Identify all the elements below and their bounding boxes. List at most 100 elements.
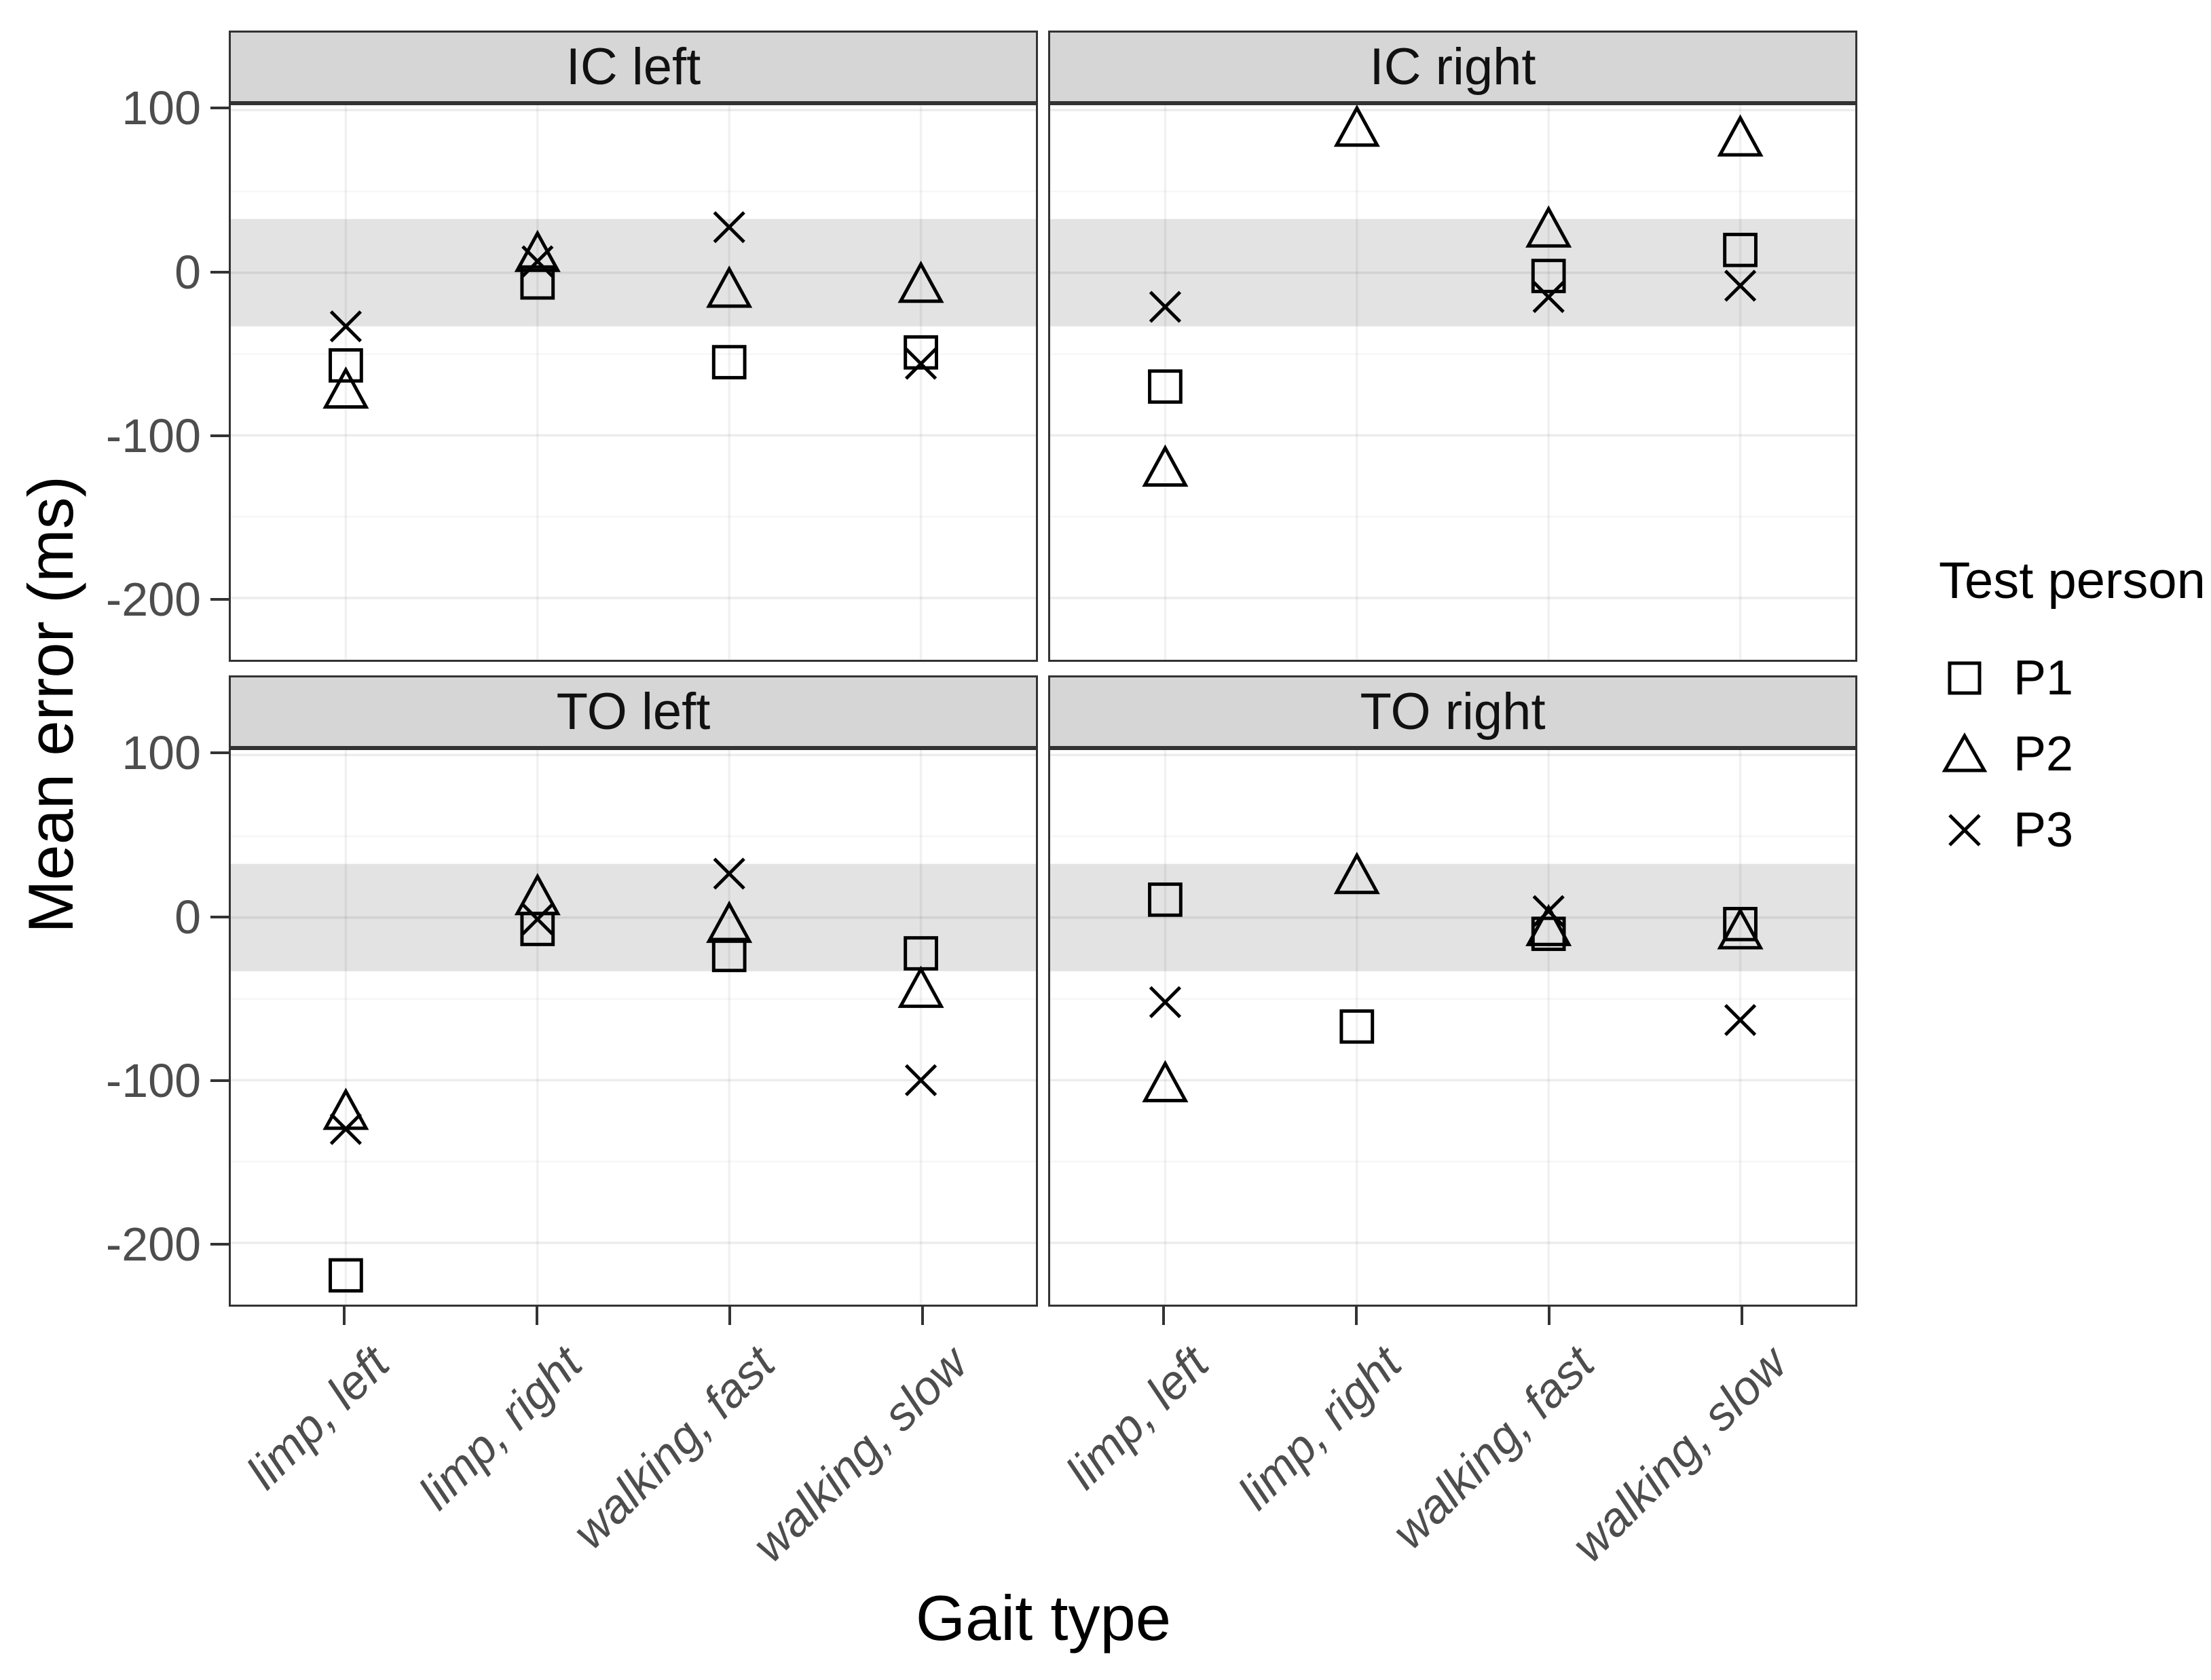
facet-strip-ic-left: IC left xyxy=(229,31,1038,103)
data-point-triangle xyxy=(706,900,753,944)
facet-strip-label: TO left xyxy=(556,683,711,741)
x-tick-mark xyxy=(728,1307,731,1325)
facet-strip-ic-right: IC right xyxy=(1048,31,1857,103)
y-tick-mark xyxy=(210,1079,229,1082)
data-point-cross xyxy=(521,903,554,935)
data-point-triangle xyxy=(322,366,369,409)
legend-title: Test person xyxy=(1939,552,2206,610)
data-point-cross xyxy=(521,245,554,278)
legend-entry-label: P2 xyxy=(2013,727,2074,781)
x-tick-label: limp, left xyxy=(236,1336,400,1499)
x-tick-mark xyxy=(536,1307,539,1325)
y-tick-label: 0 xyxy=(174,245,201,299)
data-point-triangle xyxy=(1142,444,1189,487)
data-point-triangle xyxy=(706,265,753,308)
x-tick-label: limp, left xyxy=(1056,1336,1219,1499)
x-tick-mark xyxy=(921,1307,924,1325)
y-tick-mark xyxy=(210,598,229,601)
y-tick-label: 0 xyxy=(174,890,201,944)
y-tick-label: 100 xyxy=(122,726,201,780)
data-point-triangle xyxy=(897,965,944,1008)
y-tick-mark xyxy=(210,751,229,755)
x-tick-mark xyxy=(1547,1307,1550,1325)
reference-band xyxy=(1050,863,1855,971)
y-tick-mark xyxy=(210,1243,229,1246)
data-point-cross xyxy=(329,1113,363,1145)
cross-marker-icon xyxy=(1948,814,1981,846)
scatter-canvas-to-right xyxy=(1050,750,1855,1305)
data-point-cross xyxy=(1724,269,1757,302)
data-point-square xyxy=(329,348,363,383)
legend-entry-p3: P3 xyxy=(1939,803,2204,857)
x-tick-mark xyxy=(1740,1307,1743,1325)
data-point-triangle xyxy=(514,873,561,916)
data-point-triangle xyxy=(1333,851,1380,895)
x-tick-label: limp, right xyxy=(1228,1336,1411,1520)
y-tick-mark xyxy=(210,270,229,274)
y-tick-label: 100 xyxy=(122,81,201,135)
x-tick-mark xyxy=(1162,1307,1166,1325)
triangle-marker-icon xyxy=(1941,732,1988,772)
data-point-cross xyxy=(904,1064,937,1096)
data-point-square xyxy=(329,1258,363,1293)
facet-strip-to-left: TO left xyxy=(229,675,1038,748)
data-point-triangle xyxy=(1525,903,1572,946)
plot-panel-ic-left xyxy=(229,103,1038,662)
data-point-triangle xyxy=(1142,1060,1189,1102)
legend-entry-p2: P2 xyxy=(1939,727,2204,781)
data-point-square xyxy=(1531,259,1566,293)
data-point-square xyxy=(1148,882,1183,917)
facet-strip-label: IC left xyxy=(565,38,701,96)
data-point-triangle xyxy=(1717,114,1764,157)
y-tick-mark xyxy=(210,915,229,918)
scatter-canvas-ic-left xyxy=(231,105,1036,660)
y-tick-mark xyxy=(210,107,229,110)
facet-strip-label: IC right xyxy=(1369,38,1536,96)
x-axis-title: Gait type xyxy=(915,1582,1172,1654)
y-tick-label: -100 xyxy=(105,409,201,462)
legend: Test person P1 P2 P3 xyxy=(1939,551,2206,879)
y-axis-title: Mean error (ms) xyxy=(15,476,86,933)
legend-entry-label: P1 xyxy=(2013,651,2074,705)
data-point-cross xyxy=(1724,1004,1757,1037)
scatter-canvas-ic-right xyxy=(1050,105,1855,660)
y-tick-mark xyxy=(210,434,229,437)
data-point-square xyxy=(1723,232,1758,267)
data-point-cross xyxy=(713,857,745,890)
data-point-square xyxy=(711,345,747,379)
reference-band xyxy=(231,219,1036,326)
x-tick-mark xyxy=(1355,1307,1358,1325)
data-point-cross xyxy=(329,310,363,343)
y-tick-label: -200 xyxy=(105,1218,201,1271)
legend-entry-label: P3 xyxy=(2013,803,2074,857)
y-tick-label: -100 xyxy=(105,1053,201,1107)
x-tick-mark xyxy=(343,1307,346,1325)
facet-strip-to-right: TO right xyxy=(1048,675,1857,748)
legend-entry-p1: P1 xyxy=(1939,651,2204,705)
data-point-square xyxy=(904,335,938,370)
data-point-triangle xyxy=(1525,205,1572,248)
data-point-cross xyxy=(1532,281,1565,314)
x-tick-label: limp, right xyxy=(409,1336,592,1520)
plot-panel-to-left xyxy=(229,748,1038,1307)
plot-panel-to-right xyxy=(1048,748,1857,1307)
data-point-cross xyxy=(1149,291,1182,323)
data-point-square xyxy=(1148,369,1183,404)
data-point-cross xyxy=(904,348,937,380)
scatter-canvas-to-left xyxy=(231,750,1036,1305)
data-point-square xyxy=(520,265,555,300)
data-point-square xyxy=(1339,1009,1375,1044)
facet-strip-label: TO right xyxy=(1360,683,1546,741)
y-tick-label: -200 xyxy=(105,573,201,627)
data-point-triangle xyxy=(1717,907,1764,950)
data-point-triangle xyxy=(897,260,944,303)
reference-band xyxy=(231,863,1036,971)
data-point-cross xyxy=(1149,986,1182,1018)
data-point-cross xyxy=(713,211,745,244)
plot-panel-ic-right xyxy=(1048,103,1857,662)
reference-band xyxy=(1050,219,1855,326)
data-point-cross xyxy=(1532,895,1565,927)
data-point-triangle xyxy=(1333,105,1380,147)
square-marker-icon xyxy=(1948,661,1982,695)
